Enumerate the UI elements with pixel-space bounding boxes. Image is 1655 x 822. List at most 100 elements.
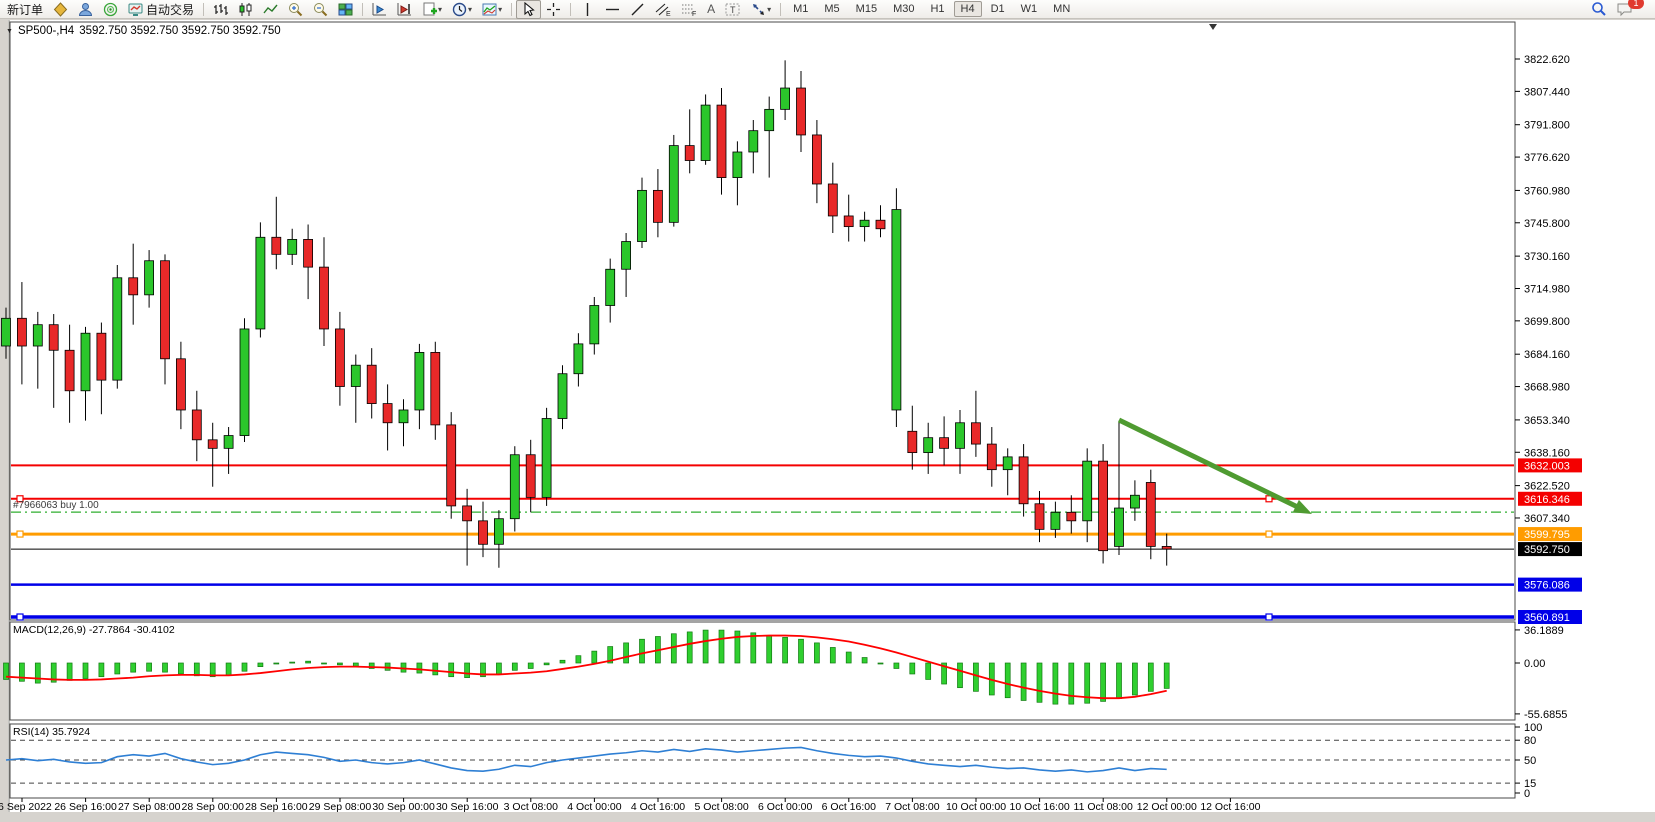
arrows-tool-button[interactable]: ▾ (746, 0, 776, 19)
label-tool-icon[interactable]: T (720, 0, 746, 19)
channel-tool-icon[interactable]: E (650, 0, 676, 19)
trendline-tool-icon[interactable] (625, 0, 650, 19)
periods-dropdown[interactable]: ▾ (468, 4, 473, 14)
pane-borders (9, 21, 1516, 799)
timeframe-M15[interactable]: M15 (855, 3, 878, 15)
timeframe-D1[interactable]: D1 (990, 3, 1005, 15)
periods-button[interactable]: ▾ (447, 0, 477, 19)
svg-text:12 Oct 00:00: 12 Oct 00:00 (1137, 801, 1197, 813)
chart-shift-marker[interactable] (1209, 24, 1217, 30)
svg-text:3668.980: 3668.980 (1524, 382, 1570, 394)
toolbar-separator (511, 2, 513, 16)
auto-scroll-icon[interactable] (367, 0, 392, 19)
svg-text:3616.346: 3616.346 (1524, 494, 1570, 506)
templates-button[interactable]: ▾ (477, 0, 507, 19)
arrows-dropdown[interactable]: ▾ (767, 4, 772, 14)
signals-icon[interactable] (48, 0, 73, 19)
candles (1, 60, 1172, 568)
trend-arrow-head (1292, 499, 1312, 514)
chart-symbol-timeframe: SP500-,H4 (17, 25, 75, 37)
new-chart-dropdown[interactable]: ▾ (438, 4, 443, 14)
candlestick-chart-icon[interactable] (233, 0, 258, 19)
svg-text:28 Sep 00:00: 28 Sep 00:00 (182, 801, 245, 813)
svg-text:3699.800: 3699.800 (1524, 316, 1570, 328)
svg-text:50: 50 (1524, 755, 1536, 767)
chart-header: ▼ SP500-,H4 3592.750 3592.750 3592.750 3… (6, 25, 281, 37)
svg-text:7 Oct 08:00: 7 Oct 08:00 (885, 801, 939, 813)
bar-chart-icon[interactable] (208, 0, 233, 19)
svg-text:3592.750: 3592.750 (1524, 544, 1570, 556)
svg-text:3760.980: 3760.980 (1524, 185, 1570, 197)
chart-shift-icon[interactable] (392, 0, 417, 19)
svg-text:3560.891: 3560.891 (1524, 612, 1570, 624)
autotrading-button[interactable]: 自动交易 (123, 0, 199, 19)
timeframe-M1[interactable]: M1 (793, 3, 809, 15)
news-icon[interactable] (98, 0, 123, 19)
svg-text:3822.620: 3822.620 (1524, 54, 1570, 66)
timeframe-W1[interactable]: W1 (1020, 3, 1038, 15)
zoom-in-icon[interactable] (283, 0, 308, 19)
svg-text:3 Oct 08:00: 3 Oct 08:00 (504, 801, 558, 813)
svg-text:3807.440: 3807.440 (1524, 86, 1570, 98)
svg-text:5 Oct 08:00: 5 Oct 08:00 (694, 801, 748, 813)
toolbar-separator (203, 2, 205, 16)
price-lines: 3632.003 3616.346 3599.795 3576.086 3560.891 (11, 458, 1582, 625)
svg-text:3599.795: 3599.795 (1524, 529, 1570, 541)
macd-indicator-label: MACD(12,26,9) -27.7864 -30.4102 (13, 624, 175, 636)
new-order-label: 新订单 (7, 2, 44, 17)
search-icon[interactable] (1586, 0, 1612, 19)
svg-text:11 Oct 08:00: 11 Oct 08:00 (1074, 801, 1134, 813)
timeframe-H1[interactable]: H1 (930, 3, 945, 15)
timeframe-H4[interactable]: H4 (953, 1, 982, 17)
trend-arrow (1117, 417, 1305, 512)
svg-text:80: 80 (1524, 735, 1536, 747)
timeframe-MN[interactable]: MN (1053, 3, 1071, 15)
timeframe-M5[interactable]: M5 (824, 3, 840, 15)
vertical-line-tool-icon[interactable] (575, 0, 600, 19)
macd-values: -27.7864 -30.4102 (88, 624, 175, 636)
svg-text:6 Oct 00:00: 6 Oct 00:00 (758, 801, 812, 813)
horizontal-line-tool-icon[interactable] (600, 0, 625, 19)
timeframe-M30[interactable]: M30 (893, 3, 915, 15)
community-icon[interactable] (73, 0, 98, 19)
timeframe-group: M1 M5 M15 M30 H1 H4 D1 W1 MN (785, 1, 1078, 17)
svg-text:0.00: 0.00 (1524, 658, 1545, 670)
autotrading-icon (128, 2, 143, 17)
cursor-icon[interactable] (516, 0, 542, 19)
svg-text:3730.160: 3730.160 (1524, 251, 1570, 263)
svg-text:30 Sep 16:00: 30 Sep 16:00 (436, 801, 499, 813)
crosshair-icon[interactable] (541, 0, 566, 19)
svg-text:3576.086: 3576.086 (1524, 580, 1570, 592)
templates-dropdown[interactable]: ▾ (498, 4, 503, 14)
tile-windows-icon[interactable] (333, 0, 358, 19)
svg-text:E: E (666, 11, 671, 17)
svg-text:12 Oct 16:00: 12 Oct 16:00 (1200, 801, 1260, 813)
zoom-out-icon[interactable] (308, 0, 333, 19)
one-click-trading-toggle[interactable]: ▼ (6, 28, 13, 35)
svg-text:3791.800: 3791.800 (1524, 120, 1570, 132)
toolbar-separator (362, 2, 364, 16)
templates-icon (482, 2, 497, 17)
macd-signal-line (5, 634, 1167, 700)
open-position-label: #7966063 buy 1.00 (13, 500, 99, 511)
svg-text:4 Oct 16:00: 4 Oct 16:00 (631, 801, 685, 813)
svg-text:29 Sep 08:00: 29 Sep 08:00 (309, 801, 372, 813)
periods-clock-icon (452, 2, 467, 17)
svg-text:36.1889: 36.1889 (1524, 625, 1564, 637)
toolbar-separator (780, 2, 782, 16)
svg-text:28 Sep 16:00: 28 Sep 16:00 (245, 801, 308, 813)
new-order-button[interactable]: 新订单 (2, 0, 48, 19)
rsi-value: 35.7924 (52, 726, 91, 738)
new-chart-button[interactable]: ▾ (417, 0, 447, 19)
new-chart-icon (422, 2, 438, 17)
line-chart-icon[interactable] (258, 0, 283, 19)
svg-text:10 Oct 16:00: 10 Oct 16:00 (1010, 801, 1070, 813)
text-tool-icon[interactable]: A (707, 2, 716, 16)
svg-text:6 Oct 16:00: 6 Oct 16:00 (822, 801, 876, 813)
chat-button[interactable]: 1 (1612, 0, 1644, 19)
fibonacci-tool-icon[interactable]: F (676, 0, 702, 19)
svg-text:-55.6855: -55.6855 (1524, 709, 1567, 721)
